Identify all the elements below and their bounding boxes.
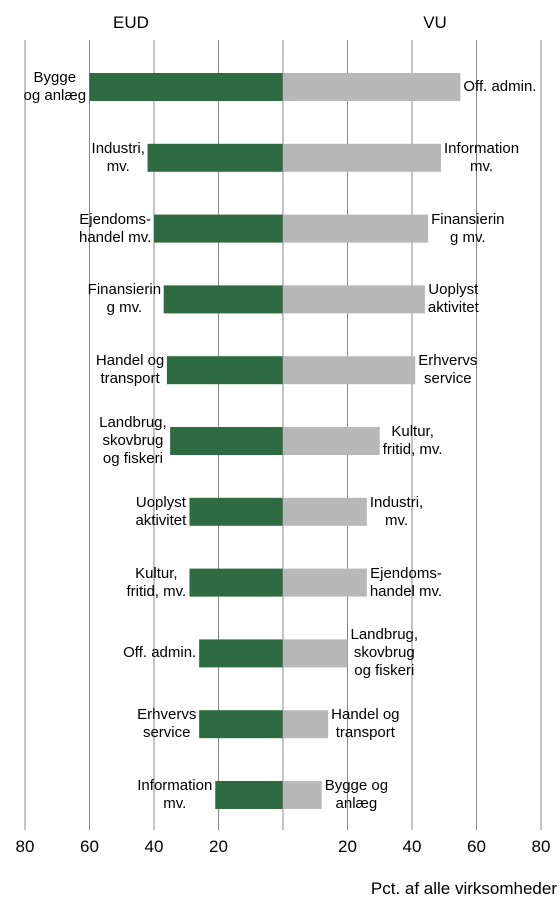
bar [283, 73, 461, 101]
x-tick-label: 60 [467, 837, 486, 856]
bar [283, 214, 429, 243]
bar [283, 427, 380, 455]
bar [283, 781, 322, 809]
category-label: Landbrug, skovbrug og fiskeri [99, 414, 167, 467]
bar [154, 214, 283, 243]
bar [199, 639, 283, 668]
x-tick-label: 80 [532, 837, 551, 856]
bar [189, 497, 283, 526]
x-tick-label: 20 [209, 837, 228, 856]
category-label: Industri, mv. [91, 139, 145, 175]
category-label: Handel og transport [95, 352, 165, 388]
bar [163, 285, 283, 314]
category-label: Uoplyst aktivitet [427, 281, 479, 317]
x-tick-label: 80 [16, 837, 35, 856]
category-label: Information mv. [444, 139, 520, 175]
category-label: Ejendoms- handel mv. [369, 564, 443, 600]
bar [283, 710, 329, 739]
bar [199, 710, 283, 739]
x-tick-label: 60 [80, 837, 99, 856]
bar [170, 427, 283, 455]
category-label: Off. admin. [463, 78, 537, 95]
bar [283, 356, 416, 385]
category-label: Bygge og anlæg [23, 69, 87, 104]
category-label: Finansierin g mv. [431, 210, 505, 246]
bar [89, 73, 283, 101]
panel-title: EUD [113, 13, 149, 32]
category-label: Kultur, fritid, mv. [382, 423, 443, 458]
category-label: Off. admin. [123, 644, 197, 662]
bar [215, 781, 283, 809]
x-tick-label: 40 [403, 837, 422, 856]
bar [283, 639, 348, 668]
category-label: Information mv. [137, 777, 213, 812]
bar [283, 568, 367, 597]
bar [283, 143, 442, 172]
category-label: Uoplyst aktivitet [135, 493, 187, 529]
panel-title: VU [423, 13, 447, 32]
category-label: Erhvervs service [418, 352, 478, 388]
bar [189, 568, 283, 597]
bar [283, 285, 425, 314]
bar [147, 143, 283, 172]
x-axis-label: Pct. af alle virksomheder [371, 879, 557, 898]
category-label: Ejendoms- handel mv. [79, 210, 152, 246]
category-label: Industri, mv. [369, 493, 424, 529]
bar [283, 497, 367, 526]
category-label: Bygge og anlæg [324, 777, 389, 812]
category-label: Finansierin g mv. [87, 281, 162, 317]
category-label: Kultur, fritid, mv. [126, 564, 187, 600]
category-label: Handel og transport [331, 706, 400, 742]
x-tick-label: 40 [145, 837, 164, 856]
category-label: Landbrug, skovbrug og fiskeri [350, 626, 419, 680]
category-label: Erhvervs service [137, 706, 197, 742]
x-tick-label: 20 [338, 837, 357, 856]
bar [166, 356, 283, 385]
